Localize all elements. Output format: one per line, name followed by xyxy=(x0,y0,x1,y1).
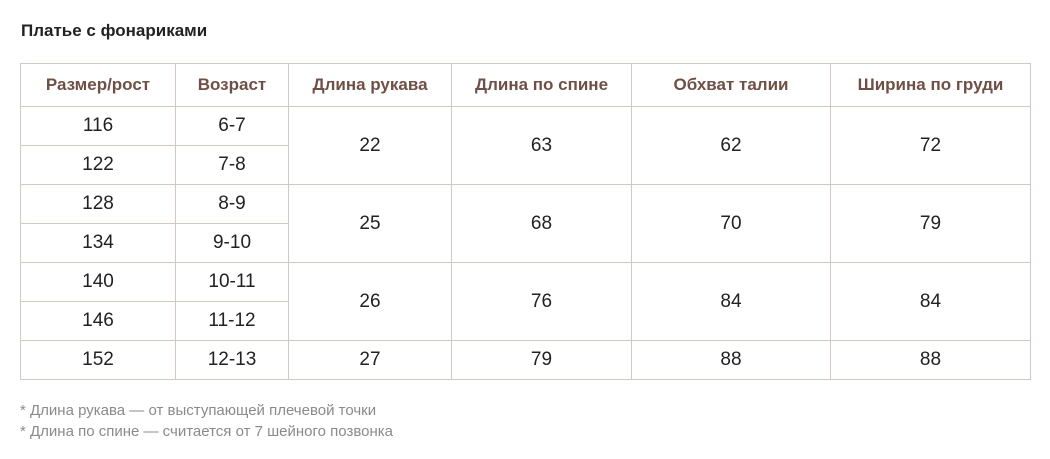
cell-waist: 70 xyxy=(631,184,831,263)
cell-sleeve-length: 25 xyxy=(288,184,452,263)
cell-age: 10-11 xyxy=(175,262,289,302)
cell-age: 6-7 xyxy=(175,106,289,146)
header-age: Возраст xyxy=(175,63,289,107)
cell-age: 12-13 xyxy=(175,340,289,380)
cell-back-length: 76 xyxy=(451,262,632,341)
cell-sleeve-length: 27 xyxy=(288,340,452,380)
cell-size: 140 xyxy=(20,262,176,302)
cell-size: 122 xyxy=(20,145,176,185)
table-header-row: Размер/рост Возраст Длина рукава Длина п… xyxy=(20,63,1031,107)
footnote-back: * Длина по спине — считается от 7 шейног… xyxy=(20,423,394,440)
cell-size: 146 xyxy=(20,301,176,341)
table-row: 116 6-7 22 63 62 72 xyxy=(20,106,1031,185)
cell-chest-width: 79 xyxy=(830,184,1031,263)
cell-back-length: 79 xyxy=(451,340,632,380)
header-back-length: Длина по спине xyxy=(451,63,632,107)
size-chart-table: Размер/рост Возраст Длина рукава Длина п… xyxy=(20,63,1031,380)
cell-age: 7-8 xyxy=(175,145,289,185)
cell-sleeve-length: 26 xyxy=(288,262,452,341)
cell-chest-width: 84 xyxy=(830,262,1031,341)
table-row: 152 12-13 27 79 88 88 xyxy=(20,340,1031,380)
cell-back-length: 68 xyxy=(451,184,632,263)
table-row: 140 10-11 26 76 84 84 xyxy=(20,262,1031,341)
cell-waist: 62 xyxy=(631,106,831,185)
table-row: 134 9-10 xyxy=(20,223,1031,263)
header-sleeve-length: Длина рукава xyxy=(288,63,452,107)
cell-size: 128 xyxy=(20,184,176,224)
cell-chest-width: 88 xyxy=(830,340,1031,380)
cell-size: 116 xyxy=(20,106,176,146)
header-waist: Обхват талии xyxy=(631,63,831,107)
cell-age: 8-9 xyxy=(175,184,289,224)
cell-age: 9-10 xyxy=(175,223,289,263)
footnotes: * Длина рукава — от выступающей плечевой… xyxy=(20,400,393,442)
cell-sleeve-length: 22 xyxy=(288,106,452,185)
cell-age: 11-12 xyxy=(175,301,289,341)
header-size: Размер/рост xyxy=(20,63,176,107)
cell-waist: 88 xyxy=(631,340,831,380)
footnote-sleeve: * Длина рукава — от выступающей плечевой… xyxy=(20,402,377,419)
cell-waist: 84 xyxy=(631,262,831,341)
cell-size: 152 xyxy=(20,340,176,380)
cell-chest-width: 72 xyxy=(830,106,1031,185)
header-chest-width: Ширина по груди xyxy=(830,63,1031,107)
page-title: Платье с фонариками xyxy=(21,21,208,40)
cell-back-length: 63 xyxy=(451,106,632,185)
table-row: 146 11-12 xyxy=(20,301,1031,341)
table-row: 128 8-9 25 68 70 79 xyxy=(20,184,1031,263)
table-row: 122 7-8 xyxy=(20,145,1031,185)
cell-size: 134 xyxy=(20,223,176,263)
